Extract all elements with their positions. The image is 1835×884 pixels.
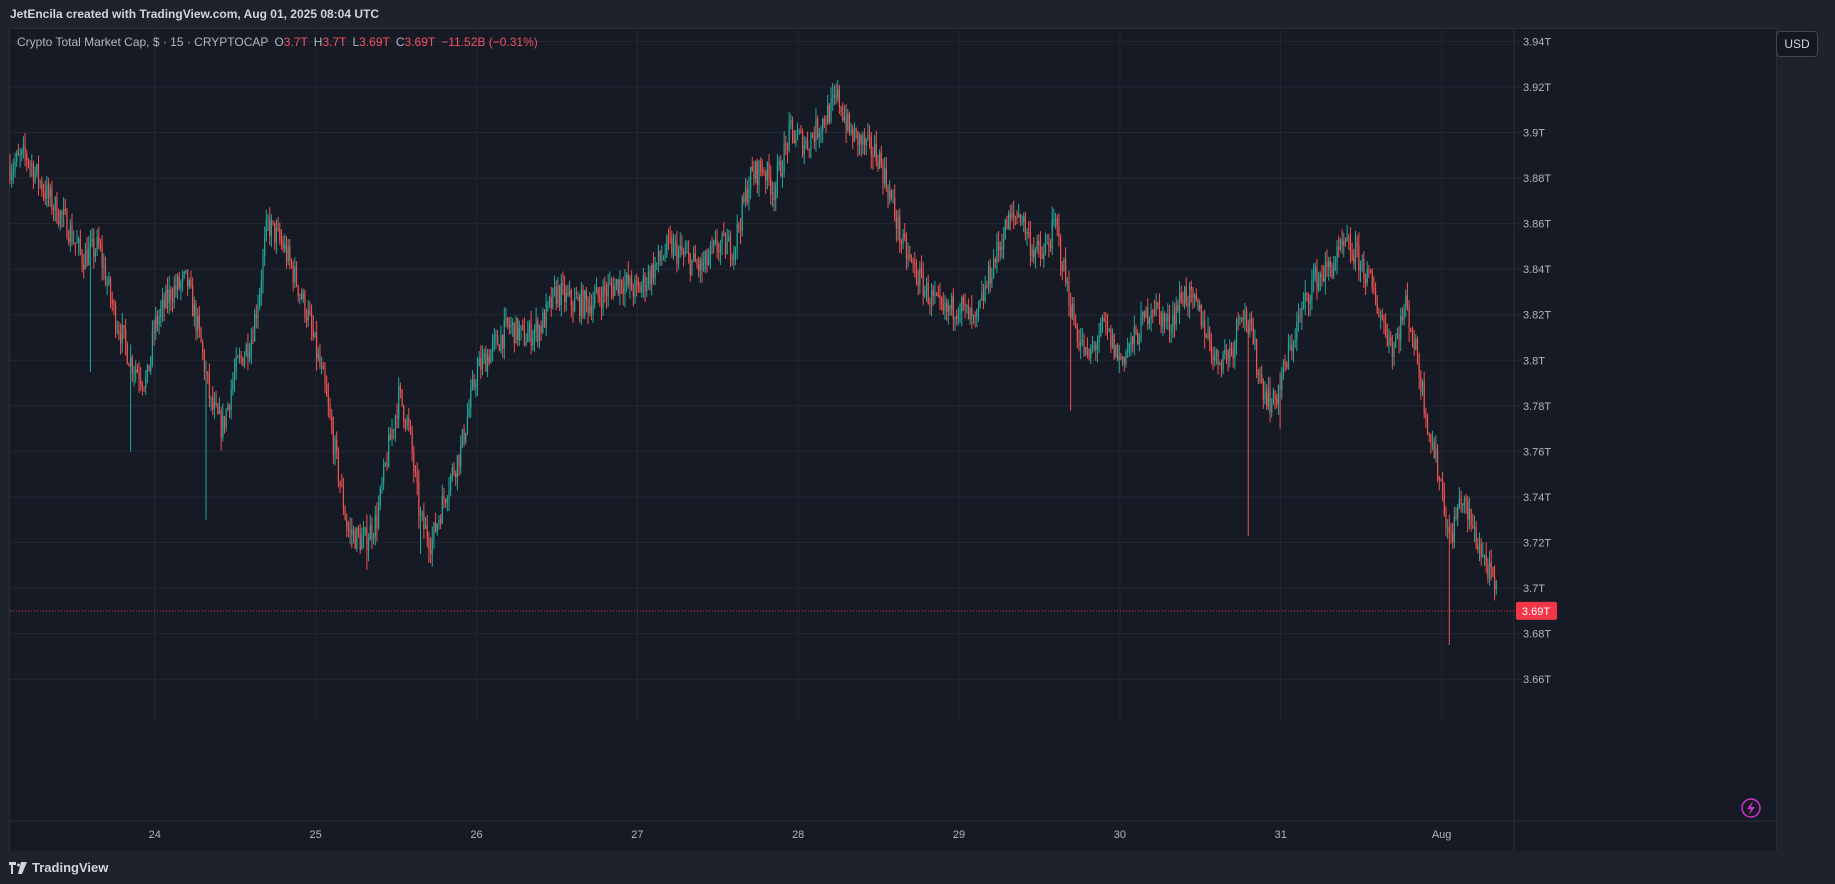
attribution-bar: JetEncila created with TradingView.com, …	[0, 0, 1835, 28]
brand-label: TradingView	[32, 860, 109, 875]
legend-symbol[interactable]: Crypto Total Market Cap, $ · 15 · CRYPTO…	[17, 35, 269, 49]
currency-button[interactable]: USD	[1776, 31, 1818, 57]
symbol-legend[interactable]: Crypto Total Market Cap, $ · 15 · CRYPTO…	[17, 35, 538, 49]
legend-change-value: −11.52B (−0.31%)	[441, 35, 538, 49]
legend-close-label: C	[395, 35, 405, 49]
legend-close-value: 3.69T	[404, 35, 436, 49]
legend-open-label: O	[274, 35, 284, 49]
chart-frame[interactable]	[9, 28, 1777, 852]
attribution-credit: JetEncila created with TradingView.com, …	[10, 7, 380, 21]
tradingview-brand[interactable]: TradingView	[0, 860, 108, 875]
legend-high-label: H	[313, 35, 323, 49]
legend-open-value: 3.7T	[283, 35, 308, 49]
footer-bar: TradingView	[0, 851, 1835, 884]
tradingview-logo-icon	[9, 861, 27, 874]
legend-low-value: 3.69T	[359, 35, 390, 49]
legend-low-label: L	[352, 35, 360, 49]
legend-high-value: 3.7T	[322, 35, 347, 49]
